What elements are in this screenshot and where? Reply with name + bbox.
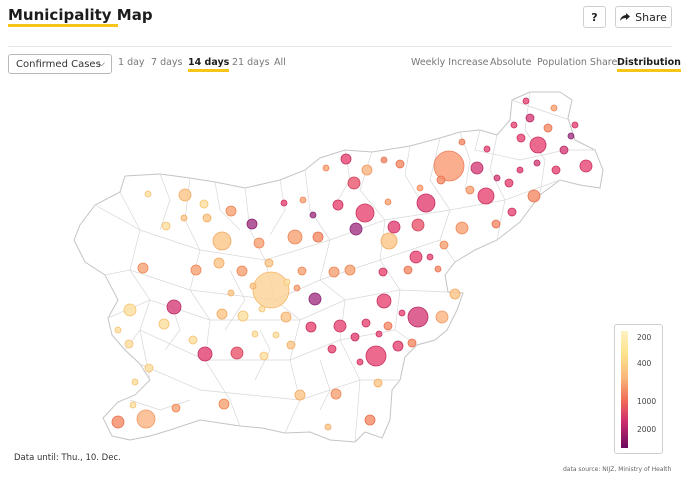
data-source-label: data source: NIJZ, Ministry of Health: [563, 466, 672, 473]
tab-absolute[interactable]: Absolute: [490, 57, 532, 68]
share-button[interactable]: Share: [615, 6, 672, 28]
legend-label-400: 400: [637, 359, 652, 368]
help-button[interactable]: ?: [583, 6, 606, 28]
color-legend: 200 400 1000 2000: [614, 324, 663, 454]
tab-14-days[interactable]: 14 days: [188, 57, 230, 72]
legend-label-200: 200: [637, 333, 652, 342]
header-divider: [8, 46, 672, 47]
tab-weekly-increase[interactable]: Weekly Increase: [411, 57, 489, 68]
metric-select[interactable]: Confirmed Cases ⌵: [8, 54, 112, 74]
legend-label-2000: 2000: [637, 425, 657, 434]
tab-distribution[interactable]: Distribution: [617, 57, 681, 72]
metric-select-value: Confirmed Cases: [16, 58, 101, 70]
legend-color-scale: [621, 331, 628, 448]
tab-population-share[interactable]: Population Share: [537, 57, 618, 68]
title-underline: [8, 24, 118, 27]
municipality-borders: [94, 91, 595, 443]
data-until-label: Data until: Thu., 10. Dec.: [14, 453, 121, 463]
chevron-down-icon: ⌵: [98, 59, 105, 69]
tab-7-days[interactable]: 7 days: [151, 57, 183, 68]
case-bubbles: [111, 97, 593, 431]
tab-all[interactable]: All: [274, 57, 286, 68]
tab-21-days[interactable]: 21 days: [232, 57, 270, 68]
share-arrow-icon: [620, 13, 631, 21]
tab-1-day[interactable]: 1 day: [118, 57, 145, 68]
share-label: Share: [635, 10, 667, 24]
page-title: Municipality Map: [8, 6, 153, 24]
legend-label-1000: 1000: [637, 397, 657, 406]
